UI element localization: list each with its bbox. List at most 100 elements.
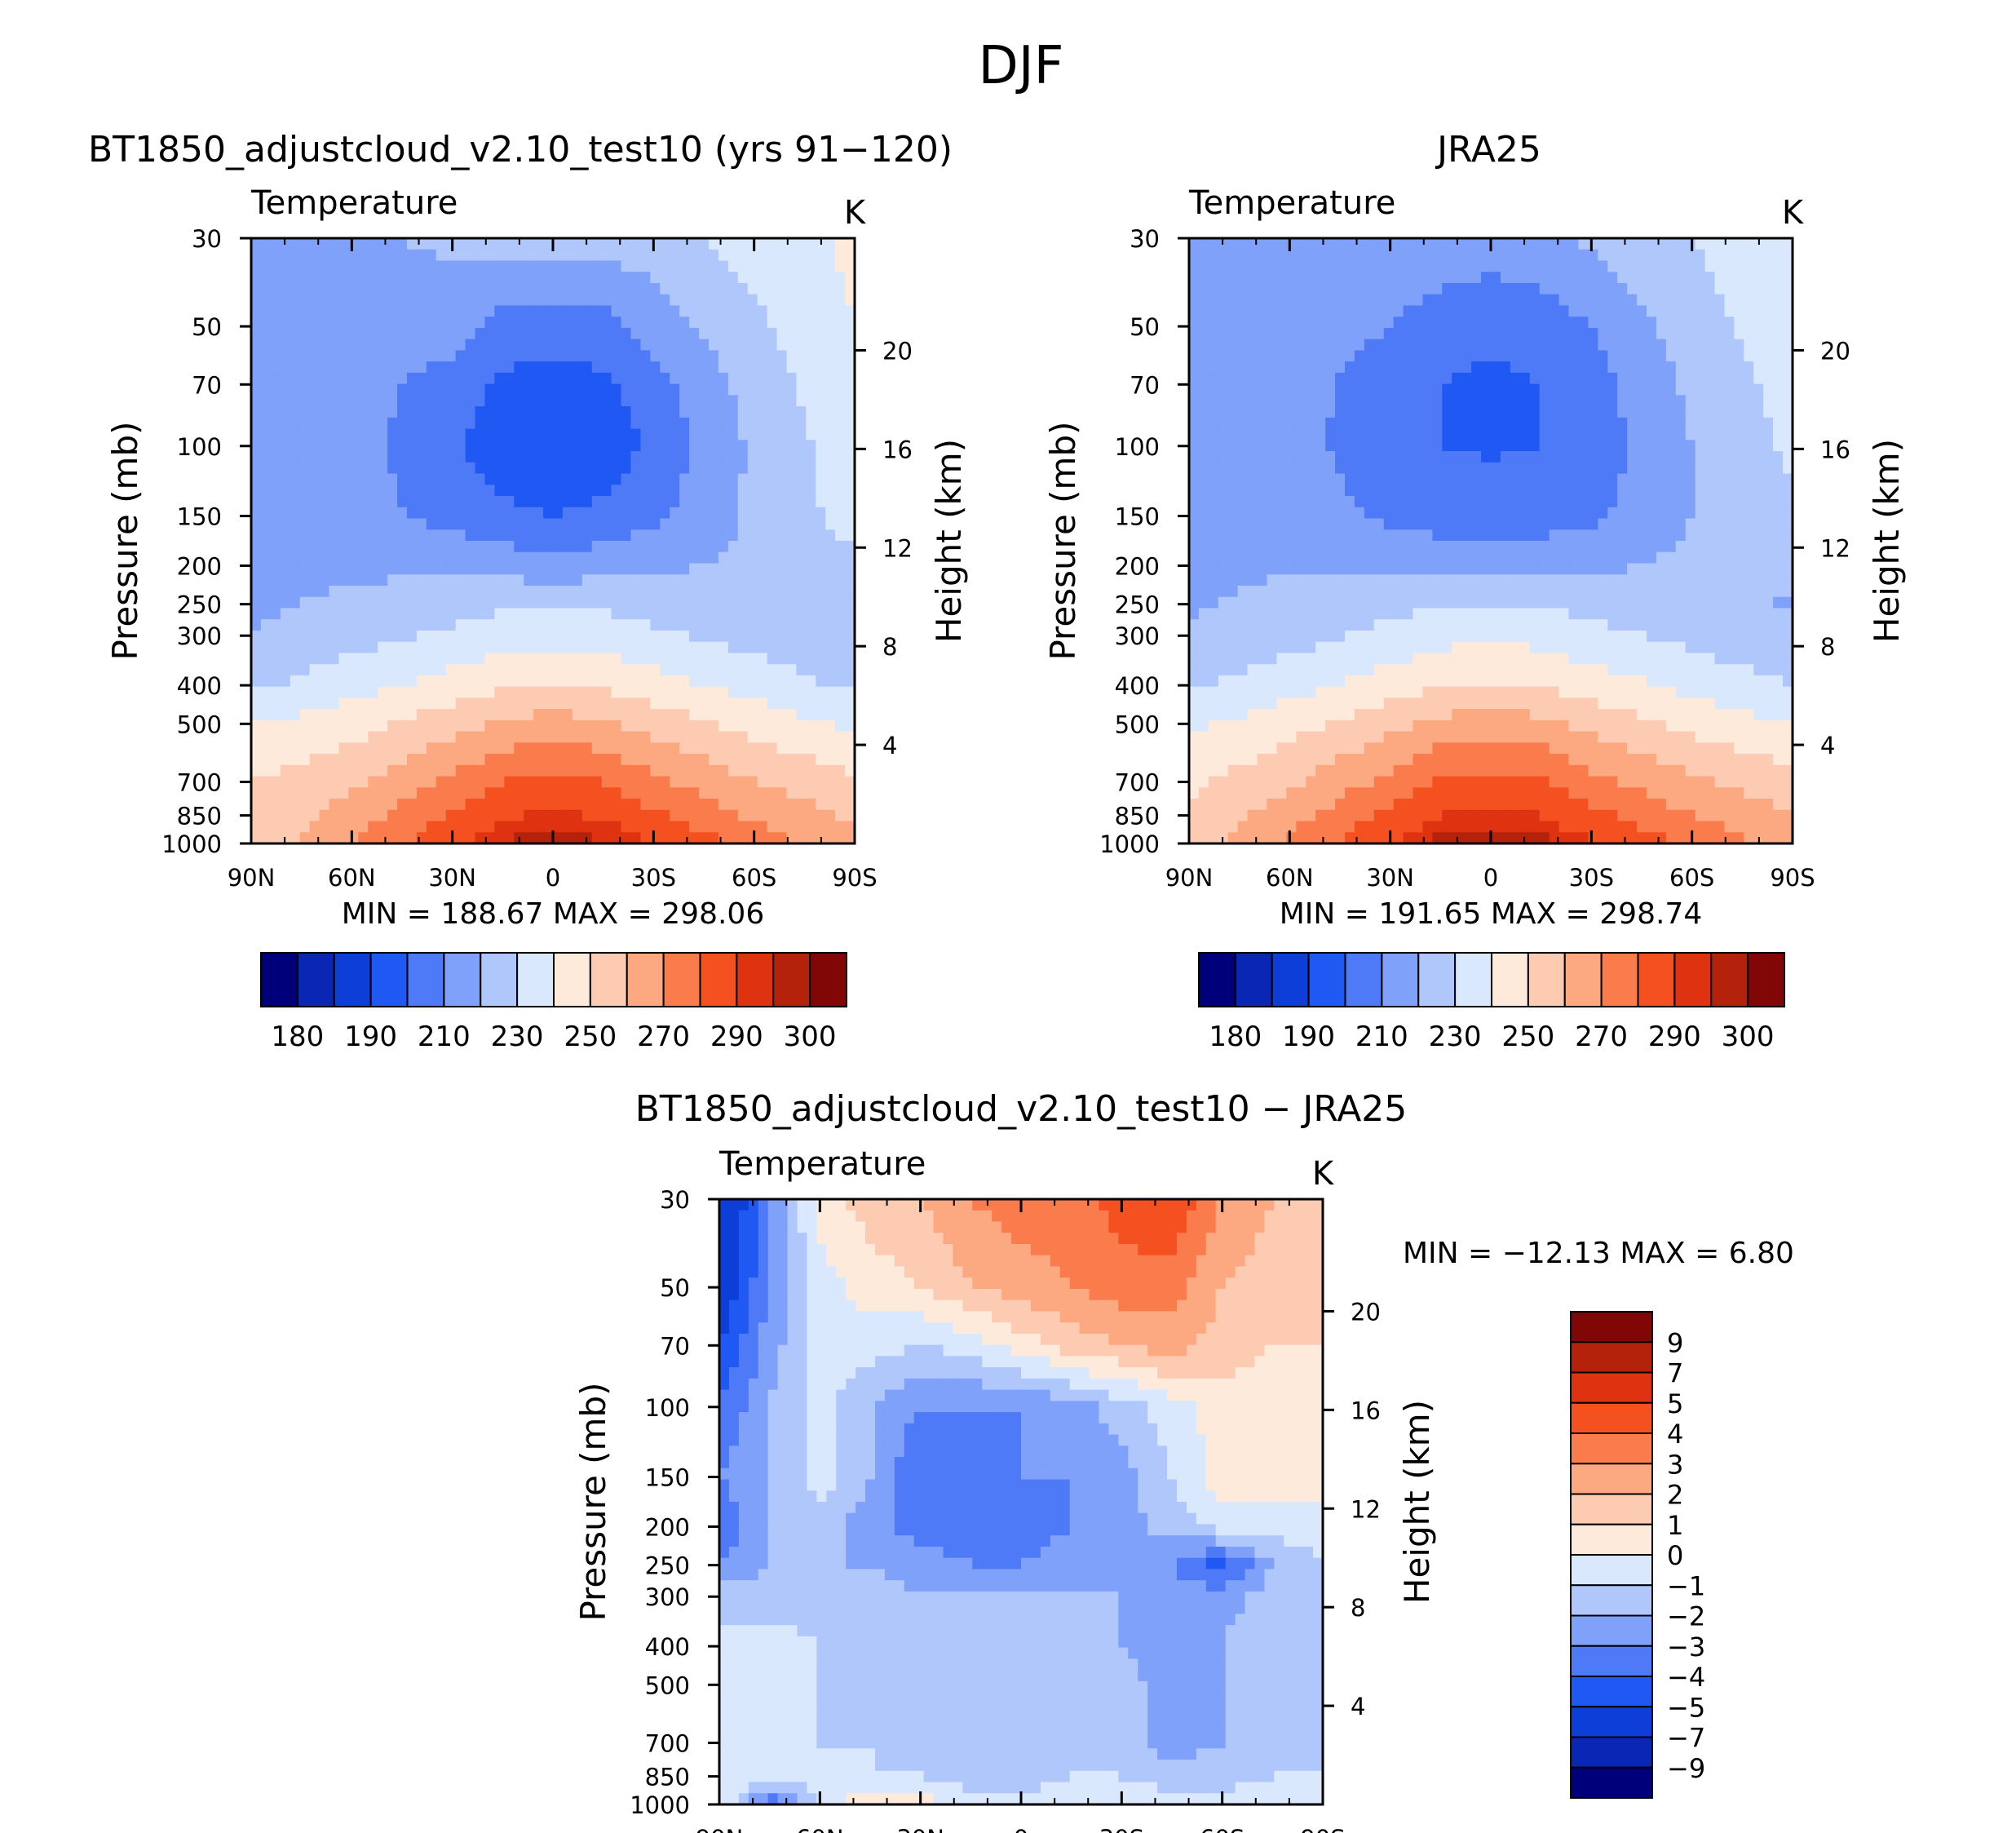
contour-cell bbox=[1637, 417, 1647, 430]
contour-cell bbox=[309, 664, 321, 676]
contour-cell bbox=[640, 585, 652, 598]
contour-cell bbox=[1598, 305, 1608, 317]
contour-cell bbox=[1675, 282, 1687, 295]
contour-cell bbox=[1773, 249, 1784, 262]
contour-cell bbox=[757, 372, 768, 385]
contour-cell bbox=[727, 664, 739, 676]
contour-cell bbox=[251, 653, 262, 665]
contour-cell bbox=[611, 686, 622, 699]
contour-cell bbox=[737, 350, 749, 362]
contour-cell bbox=[358, 451, 369, 463]
contour-cell bbox=[718, 406, 729, 418]
contour-cell bbox=[601, 742, 612, 755]
contour-cell bbox=[718, 641, 729, 654]
contour-cell bbox=[338, 395, 350, 407]
contour-cell bbox=[309, 327, 321, 340]
contour-cell bbox=[591, 787, 603, 799]
contour-cell bbox=[475, 383, 486, 396]
contour-cell bbox=[581, 742, 593, 755]
contour-cell bbox=[290, 417, 301, 430]
contour-cell bbox=[435, 294, 447, 307]
contour-cell bbox=[835, 350, 846, 362]
contour-cell bbox=[1627, 395, 1638, 407]
contour-cell bbox=[1685, 260, 1696, 272]
contour-cell bbox=[1627, 428, 1638, 441]
contour-cell bbox=[591, 776, 603, 788]
contour-cell bbox=[1306, 451, 1316, 463]
contour-cell bbox=[504, 350, 515, 362]
contour-cell bbox=[280, 731, 291, 744]
contour-cell bbox=[581, 462, 593, 475]
contour-cell bbox=[1695, 327, 1706, 340]
contour-cell bbox=[358, 608, 369, 620]
contour-cell bbox=[1695, 383, 1706, 396]
contour-cell bbox=[397, 361, 408, 374]
contour-cell bbox=[1403, 361, 1414, 374]
contour-cell bbox=[378, 551, 388, 565]
contour-cell bbox=[338, 282, 350, 295]
contour-cell bbox=[1267, 294, 1278, 307]
contour-cell bbox=[1539, 485, 1550, 497]
contour-cell bbox=[455, 317, 466, 329]
contour-cell bbox=[543, 664, 554, 676]
contour-cell bbox=[494, 372, 506, 385]
contour-cell bbox=[319, 608, 330, 620]
contour-cell bbox=[319, 754, 330, 766]
contour-cell bbox=[1208, 350, 1219, 362]
contour-cell bbox=[348, 630, 359, 643]
contour-cell bbox=[699, 630, 710, 643]
contour-cell bbox=[1267, 395, 1278, 407]
contour-cell bbox=[1529, 339, 1541, 352]
contour-cell bbox=[1763, 485, 1774, 497]
contour-cell bbox=[786, 383, 798, 396]
contour-cell bbox=[1335, 361, 1346, 374]
contour-cell bbox=[1393, 238, 1404, 250]
contour-cell bbox=[611, 585, 622, 598]
contour-cell bbox=[786, 719, 798, 733]
contour-cell bbox=[1471, 282, 1482, 295]
contour-cell bbox=[1218, 249, 1229, 262]
contour-cell bbox=[591, 294, 603, 307]
contour-cell bbox=[1267, 317, 1278, 329]
contour-cell bbox=[387, 821, 398, 833]
contour-cell bbox=[562, 731, 573, 744]
contour-cell bbox=[1364, 260, 1375, 272]
contour-cell bbox=[1461, 406, 1472, 418]
contour-cell bbox=[533, 574, 544, 587]
contour-cell bbox=[514, 361, 524, 374]
contour-cell bbox=[727, 473, 739, 485]
contour-cell bbox=[358, 282, 369, 295]
contour-cell bbox=[611, 417, 622, 430]
contour-cell bbox=[416, 282, 427, 295]
contour-cell bbox=[630, 742, 642, 755]
contour-cell bbox=[621, 294, 632, 307]
contour-cell bbox=[1734, 339, 1745, 352]
contour-cell bbox=[475, 372, 486, 385]
contour-cell bbox=[1549, 260, 1560, 272]
contour-cell bbox=[708, 574, 719, 587]
contour-cell bbox=[524, 709, 534, 721]
contour-cell bbox=[572, 485, 583, 497]
contour-cell bbox=[1763, 305, 1774, 317]
contour-cell bbox=[387, 249, 398, 262]
contour-cell bbox=[435, 317, 447, 329]
contour-cell bbox=[1208, 361, 1219, 374]
contour-cell bbox=[1704, 294, 1716, 307]
contour-cell bbox=[553, 294, 564, 307]
contour-cell bbox=[514, 799, 524, 811]
contour-cell bbox=[1734, 350, 1745, 362]
contour-cell bbox=[1237, 383, 1249, 396]
contour-cell bbox=[572, 619, 583, 631]
contour-cell bbox=[338, 551, 350, 565]
contour-cell bbox=[611, 809, 622, 822]
contour-cell bbox=[699, 776, 710, 788]
contour-cell bbox=[445, 417, 457, 430]
contour-cell bbox=[727, 541, 739, 553]
contour-cell bbox=[1198, 272, 1209, 284]
contour-cell bbox=[1685, 305, 1696, 317]
contour-cell bbox=[718, 350, 729, 362]
contour-cell bbox=[1598, 395, 1608, 407]
contour-cell bbox=[280, 327, 291, 340]
contour-cell bbox=[445, 742, 457, 755]
contour-cell bbox=[543, 327, 554, 340]
